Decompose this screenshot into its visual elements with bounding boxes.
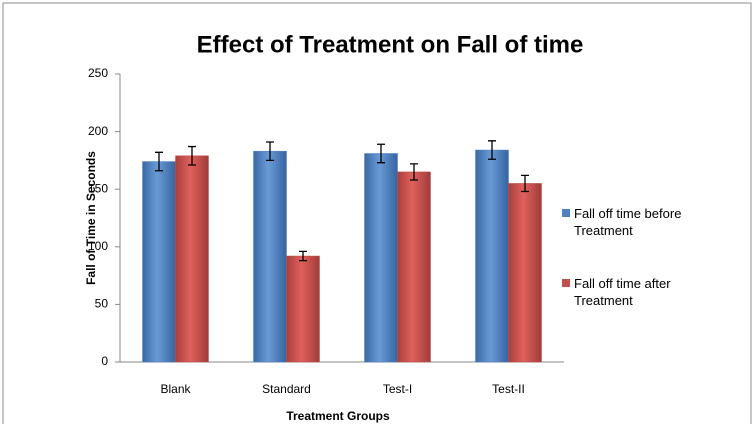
error-bar <box>155 151 163 172</box>
x-tick-label: Blank <box>160 382 191 396</box>
x-tick-label: Test-I <box>383 382 412 396</box>
legend-label: Fall off time before Treatment <box>574 206 682 238</box>
x-tick-label: Standard <box>262 382 311 396</box>
error-bar <box>377 143 385 164</box>
y-axis-label: Fall of Time in Seconds <box>84 151 98 285</box>
error-bar <box>299 250 307 262</box>
x-tick-label: Test-II <box>492 382 525 396</box>
bar <box>175 155 209 363</box>
error-bar <box>266 141 274 162</box>
legend-entry: Fall off time before Treatment <box>562 205 714 239</box>
bar <box>286 255 320 363</box>
bar <box>508 183 542 363</box>
error-bar <box>521 174 529 193</box>
bar <box>397 171 431 363</box>
error-bar <box>410 163 418 181</box>
y-tick-label: 250 <box>88 66 108 80</box>
y-tick-label: 0 <box>101 354 108 368</box>
error-bar <box>188 145 196 166</box>
legend-entry: Fall off time after Treatment <box>562 275 714 309</box>
legend-swatch <box>562 279 570 287</box>
y-tick-label: 50 <box>95 297 109 311</box>
y-tick-label: 150 <box>88 181 108 195</box>
y-tick-label: 200 <box>88 124 108 138</box>
bar <box>475 149 509 363</box>
bar <box>142 161 176 363</box>
error-bar <box>488 140 496 160</box>
bar <box>253 150 287 363</box>
x-axis-label: Treatment Groups <box>286 409 390 423</box>
y-tick-label: 100 <box>88 239 108 253</box>
legend-label: Fall off time after Treatment <box>574 276 671 308</box>
legend-swatch <box>562 209 570 217</box>
chart-title: Effect of Treatment on Fall of time <box>197 31 584 58</box>
bar <box>364 153 398 363</box>
